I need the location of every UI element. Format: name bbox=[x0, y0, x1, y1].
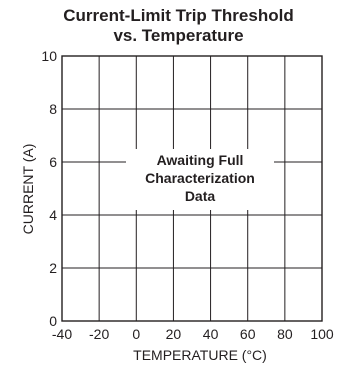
y-axis-label: CURRENT (A) bbox=[20, 144, 36, 235]
x-tick-label: 100 bbox=[310, 326, 334, 342]
y-tick-label: 2 bbox=[49, 260, 57, 276]
x-tick-label: 80 bbox=[277, 326, 293, 342]
grid bbox=[62, 56, 322, 321]
y-tick-label: 4 bbox=[49, 207, 57, 223]
chart-title-line-1: Current-Limit Trip Threshold bbox=[63, 6, 294, 25]
y-tick-label: 6 bbox=[49, 154, 57, 170]
x-tick-label: 40 bbox=[203, 326, 219, 342]
chart-title: Current-Limit Trip Threshold vs. Tempera… bbox=[0, 6, 357, 46]
annotation-line-2: Characterization bbox=[145, 170, 255, 186]
x-tick-labels: -40 -20 0 20 40 60 80 100 bbox=[52, 326, 334, 342]
annotation-line-1: Awaiting Full bbox=[157, 152, 244, 168]
y-tick-labels: 0 2 4 6 8 10 bbox=[41, 48, 57, 329]
annotation-line-3: Data bbox=[185, 188, 216, 204]
x-tick-label: -40 bbox=[52, 326, 72, 342]
x-tick-label: -20 bbox=[89, 326, 109, 342]
x-axis-label: TEMPERATURE (°C) bbox=[133, 347, 267, 363]
annotation-background bbox=[126, 149, 274, 210]
x-tick-label: 20 bbox=[166, 326, 182, 342]
y-tick-label: 8 bbox=[49, 101, 57, 117]
y-tick-label: 10 bbox=[41, 48, 57, 64]
y-tick-label: 0 bbox=[49, 313, 57, 329]
x-tick-label: 60 bbox=[240, 326, 256, 342]
plot-frame bbox=[61, 55, 323, 322]
x-tick-label: 0 bbox=[132, 326, 140, 342]
chart-title-line-2: vs. Temperature bbox=[113, 26, 244, 45]
